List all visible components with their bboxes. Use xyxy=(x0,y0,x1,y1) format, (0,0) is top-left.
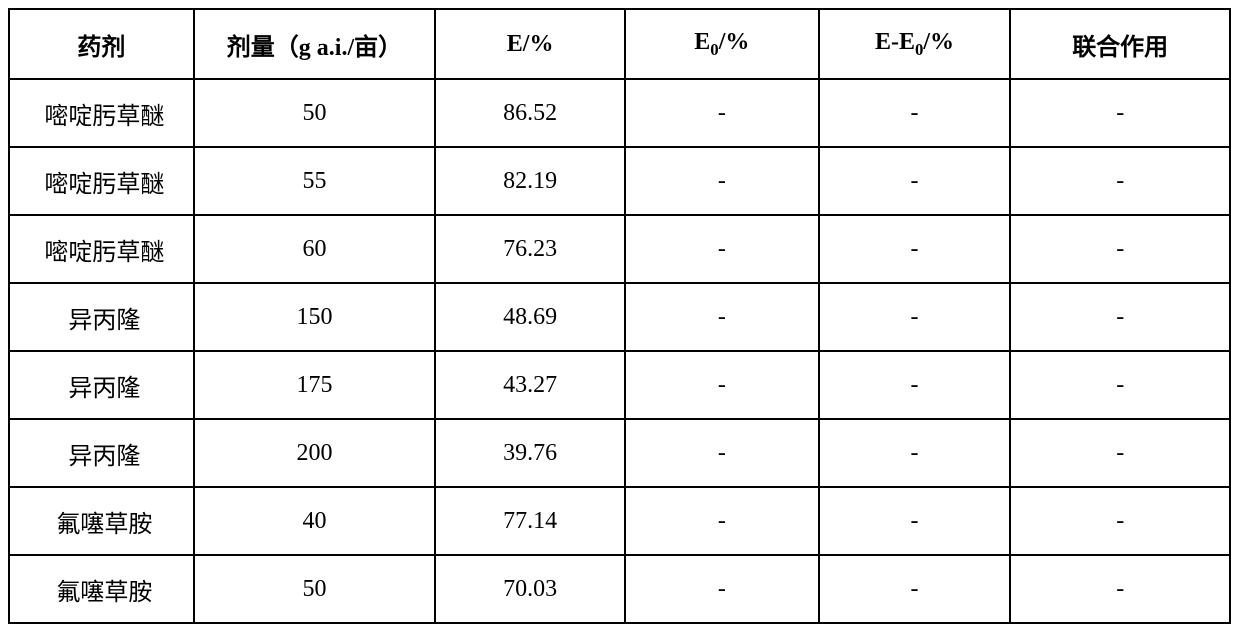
table-row: 嘧啶肟草醚 50 86.52 - - - xyxy=(9,79,1230,147)
cell-e0: - xyxy=(625,283,819,351)
table-row: 嘧啶肟草醚 55 82.19 - - - xyxy=(9,147,1230,215)
table-row: 氟噻草胺 50 70.03 - - - xyxy=(9,555,1230,623)
cell-e0: - xyxy=(625,487,819,555)
cell-agent: 异丙隆 xyxy=(9,351,194,419)
cell-combined: - xyxy=(1010,487,1230,555)
data-table-container: 药剂 剂量（g a.i./亩） E/% E0/% E-E0/% 联合作用 嘧啶肟… xyxy=(8,8,1231,624)
cell-agent: 异丙隆 xyxy=(9,419,194,487)
cell-combined: - xyxy=(1010,215,1230,283)
cell-e0: - xyxy=(625,555,819,623)
cell-diff: - xyxy=(819,283,1011,351)
cell-dose: 50 xyxy=(194,555,436,623)
cell-e: 76.23 xyxy=(435,215,625,283)
header-e: E/% xyxy=(435,9,625,79)
cell-combined: - xyxy=(1010,351,1230,419)
header-combined: 联合作用 xyxy=(1010,9,1230,79)
cell-agent: 异丙隆 xyxy=(9,283,194,351)
cell-dose: 50 xyxy=(194,79,436,147)
data-table: 药剂 剂量（g a.i./亩） E/% E0/% E-E0/% 联合作用 嘧啶肟… xyxy=(8,8,1231,624)
cell-e: 48.69 xyxy=(435,283,625,351)
cell-dose: 40 xyxy=(194,487,436,555)
cell-e: 82.19 xyxy=(435,147,625,215)
cell-e: 86.52 xyxy=(435,79,625,147)
table-row: 氟噻草胺 40 77.14 - - - xyxy=(9,487,1230,555)
cell-agent: 嘧啶肟草醚 xyxy=(9,79,194,147)
cell-e0: - xyxy=(625,147,819,215)
cell-diff: - xyxy=(819,419,1011,487)
cell-combined: - xyxy=(1010,555,1230,623)
cell-diff: - xyxy=(819,351,1011,419)
cell-diff: - xyxy=(819,147,1011,215)
cell-combined: - xyxy=(1010,283,1230,351)
cell-combined: - xyxy=(1010,147,1230,215)
table-header-row: 药剂 剂量（g a.i./亩） E/% E0/% E-E0/% 联合作用 xyxy=(9,9,1230,79)
cell-agent: 氟噻草胺 xyxy=(9,555,194,623)
cell-e: 70.03 xyxy=(435,555,625,623)
cell-combined: - xyxy=(1010,419,1230,487)
cell-agent: 嘧啶肟草醚 xyxy=(9,147,194,215)
cell-diff: - xyxy=(819,487,1011,555)
cell-e: 39.76 xyxy=(435,419,625,487)
header-agent: 药剂 xyxy=(9,9,194,79)
cell-dose: 175 xyxy=(194,351,436,419)
cell-diff: - xyxy=(819,215,1011,283)
cell-dose: 55 xyxy=(194,147,436,215)
table-body: 嘧啶肟草醚 50 86.52 - - - 嘧啶肟草醚 55 82.19 - - … xyxy=(9,79,1230,623)
cell-dose: 60 xyxy=(194,215,436,283)
cell-e0: - xyxy=(625,79,819,147)
cell-e0: - xyxy=(625,419,819,487)
table-row: 异丙隆 200 39.76 - - - xyxy=(9,419,1230,487)
cell-e0: - xyxy=(625,215,819,283)
header-diff: E-E0/% xyxy=(819,9,1011,79)
cell-agent: 氟噻草胺 xyxy=(9,487,194,555)
cell-agent: 嘧啶肟草醚 xyxy=(9,215,194,283)
cell-diff: - xyxy=(819,79,1011,147)
table-row: 异丙隆 150 48.69 - - - xyxy=(9,283,1230,351)
cell-e0: - xyxy=(625,351,819,419)
cell-diff: - xyxy=(819,555,1011,623)
table-row: 异丙隆 175 43.27 - - - xyxy=(9,351,1230,419)
cell-e: 43.27 xyxy=(435,351,625,419)
cell-combined: - xyxy=(1010,79,1230,147)
header-dose: 剂量（g a.i./亩） xyxy=(194,9,436,79)
table-header: 药剂 剂量（g a.i./亩） E/% E0/% E-E0/% 联合作用 xyxy=(9,9,1230,79)
cell-dose: 150 xyxy=(194,283,436,351)
cell-dose: 200 xyxy=(194,419,436,487)
cell-e: 77.14 xyxy=(435,487,625,555)
header-e0: E0/% xyxy=(625,9,819,79)
table-row: 嘧啶肟草醚 60 76.23 - - - xyxy=(9,215,1230,283)
